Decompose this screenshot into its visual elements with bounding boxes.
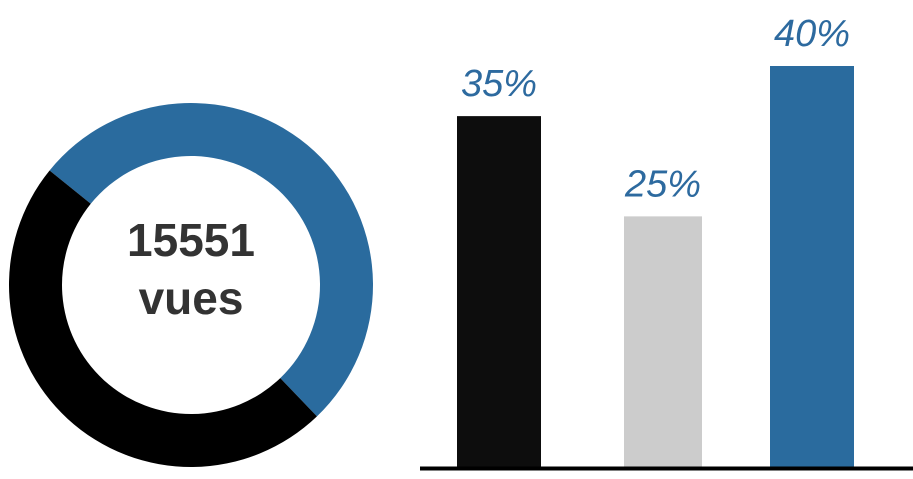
donut-slice-1 xyxy=(49,103,373,417)
bar-chart: 35% 25% 40% xyxy=(420,13,913,471)
bar-1 xyxy=(457,116,541,467)
donut-center-unit: vues xyxy=(139,272,244,324)
bar-value-label-2: 25% xyxy=(624,163,701,205)
bar-value-label-3: 40% xyxy=(774,13,850,55)
donut-slice-2 xyxy=(8,170,317,468)
donut-chart xyxy=(8,103,373,468)
bar-2 xyxy=(624,216,702,467)
bar-value-label-1: 35% xyxy=(461,63,537,105)
donut-center-value: 15551 xyxy=(127,214,255,266)
bar-3 xyxy=(770,66,854,467)
